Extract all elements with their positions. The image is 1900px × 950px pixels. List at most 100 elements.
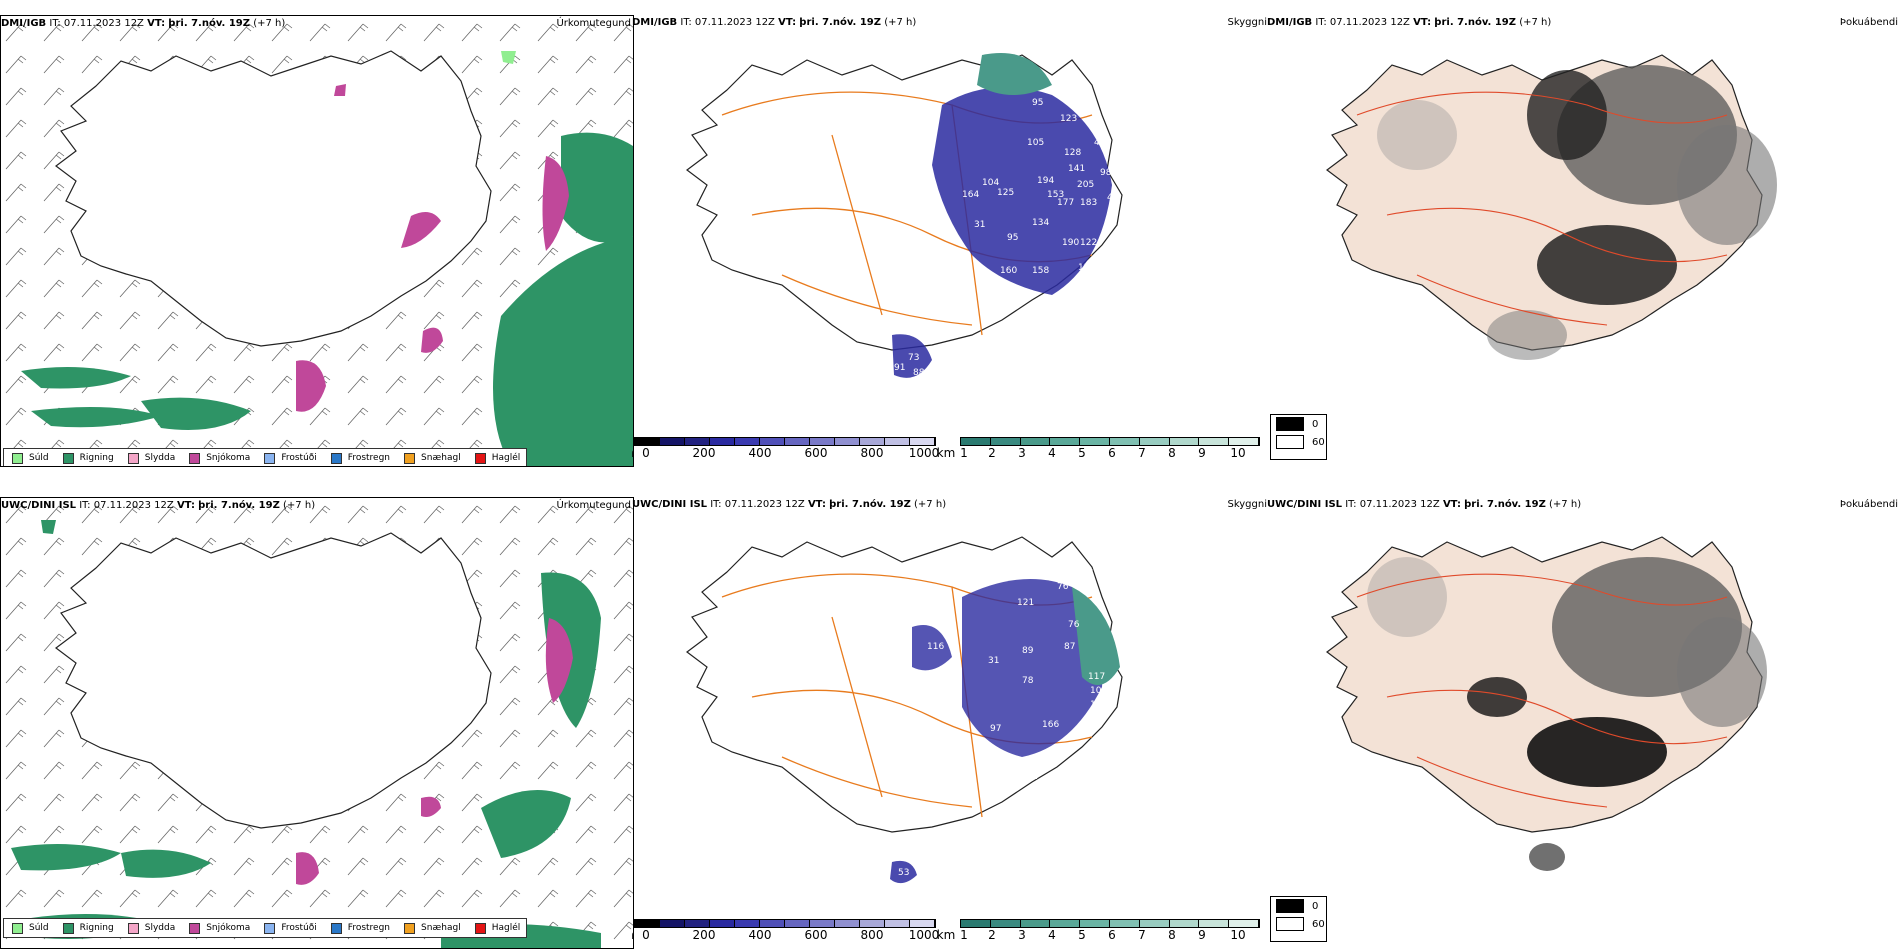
legend-swatch — [62, 452, 74, 464]
it-value: 07.11.2023 12Z — [93, 500, 174, 511]
model-name: UWC/DINI ISL — [1267, 499, 1343, 510]
vis-value: 117 — [1088, 672, 1105, 682]
colorbar-tick: 9 — [1198, 446, 1206, 460]
fog-swatch — [1276, 899, 1304, 913]
legend-item: Slydda — [127, 922, 175, 934]
it-label: IT: — [1315, 17, 1327, 28]
legend-label: Frostregn — [347, 923, 391, 933]
vis-value: 78 — [1022, 676, 1034, 686]
legend-swatch — [404, 452, 416, 464]
vis-value: 121 — [1017, 598, 1034, 608]
vis-value: 23 — [1082, 568, 1093, 578]
vt-label: VT: — [176, 500, 195, 511]
panel-title: Úrkomutegund — [556, 500, 631, 511]
visibility-map: 76 23 121 76 116 89 87 78 117 104 116 97… — [686, 536, 1123, 884]
model-name: UWC/DINI ISL — [1, 500, 77, 511]
it-label: IT: — [1345, 499, 1357, 510]
colorbar-tick: 0 — [642, 446, 650, 460]
colorbar-tick: 600 — [804, 928, 828, 942]
lead-time: (+7 h) — [914, 499, 947, 510]
legend-label: Snæhagl — [421, 923, 461, 933]
vis-value: 88 — [913, 368, 925, 378]
visibility-panel-dmi: 123 105 95 128 49 141 98 104 125 164 194… — [632, 15, 1267, 465]
legend-swatch — [404, 922, 416, 934]
colorbar-tick: 6 — [1108, 928, 1116, 942]
panel-header: DMI/IGB IT: 07.11.2023 12Z VT: þri. 7.nó… — [632, 17, 916, 28]
vis-value: 95 — [1032, 98, 1043, 108]
colorbar-tick: 0 — [642, 928, 650, 942]
vt-value: þri. 7.nóv. 19Z — [168, 18, 250, 29]
it-value: 07.11.2023 12Z — [1329, 17, 1410, 28]
vis-value: 108 — [1100, 248, 1117, 258]
vis-value: 47 — [1107, 193, 1118, 203]
panel-header: UWC/DINI ISL IT: 07.11.2023 12Z VT: þri.… — [632, 499, 946, 510]
colorbar-tick: 10 — [1230, 928, 1246, 942]
colorbar-tick: 400 — [748, 446, 772, 460]
colorbar-tick: 5 — [1078, 446, 1086, 460]
legend-item: Slydda — [127, 452, 175, 464]
it-label: IT: — [710, 499, 722, 510]
precip-map — [1, 16, 633, 466]
fog-legend-item: 0 — [1271, 897, 1326, 915]
model-name: UWC/DINI ISL — [632, 499, 708, 510]
vt-value: þri. 7.nóv. 19Z — [829, 499, 911, 510]
precip-legend: Súld Rigning Slydda Snjókoma Frostúði Fr… — [3, 448, 528, 466]
colorbar-unit: m — [632, 928, 634, 942]
vis-value: 166 — [1042, 720, 1059, 730]
colorbar-tick: 2 — [988, 446, 996, 460]
colorbar-tick: 3 — [1018, 446, 1026, 460]
fog-legend-label: 0 — [1312, 900, 1319, 912]
legend-label: Haglél — [491, 923, 521, 933]
vis-value: 105 — [1027, 138, 1044, 148]
panel-title: Þokuábendi — [1839, 17, 1898, 28]
panel-title: Þokuábendi — [1839, 499, 1898, 510]
legend-swatch — [62, 922, 74, 934]
legend-item: Frostregn — [330, 922, 391, 934]
precip-panel-dmi: DMI/IGB IT: 07.11.2023 12Z VT: þri. 7.nó… — [0, 15, 634, 467]
legend-swatch — [330, 922, 342, 934]
colorbar-ramp — [634, 919, 936, 928]
vt-label: VT: — [1413, 17, 1432, 28]
vis-value: 76 — [1057, 582, 1069, 592]
vis-value: 104 — [1090, 686, 1107, 696]
fog-legend: 0 60 — [1270, 896, 1327, 942]
lead-time: (+7 h) — [1519, 17, 1552, 28]
legend-swatch — [264, 452, 276, 464]
fog-legend-label: 0 — [1312, 418, 1319, 430]
vis-value: 177 — [1057, 198, 1074, 208]
legend-label: Haglél — [491, 453, 521, 463]
legend-item: Súld — [12, 452, 49, 464]
legend-item: Súld — [12, 922, 49, 934]
legend-label: Snæhagl — [421, 453, 461, 463]
panel-header: DMI/IGB IT: 07.11.2023 12Z VT: þri. 7.nó… — [1267, 17, 1551, 28]
colorbar-tick: 6 — [1108, 446, 1116, 460]
fog-areas — [1367, 557, 1767, 871]
vis-value: 116 — [927, 642, 944, 652]
colorbar-unit: m — [632, 446, 634, 460]
fog-legend-item: 60 — [1271, 433, 1326, 451]
vis-value: 122 — [1080, 238, 1097, 248]
legend-swatch — [189, 452, 201, 464]
legend-swatch — [12, 922, 23, 934]
colorbar-tick: 8 — [1168, 446, 1176, 460]
visibility-value-labels: 76 23 121 76 116 89 87 78 117 104 116 97… — [898, 568, 1107, 878]
fog-legend-item: 0 — [1271, 415, 1326, 433]
rain-areas — [21, 51, 633, 466]
snow-areas — [296, 84, 569, 412]
colorbar-tick: 7 — [1138, 446, 1146, 460]
fog-legend: 0 60 — [1270, 414, 1327, 460]
vis-value: 158 — [1032, 266, 1049, 276]
lead-time: (+7 h) — [884, 17, 917, 28]
it-value: 07.11.2023 12Z — [724, 499, 805, 510]
legend-label: Súld — [29, 453, 49, 463]
vt-label: VT: — [807, 499, 826, 510]
it-label: IT: — [49, 18, 61, 29]
legend-item: Frostúði — [264, 452, 317, 464]
colorbar-tick: 200 — [692, 446, 716, 460]
fog-swatch — [1276, 417, 1304, 431]
vt-label: VT: — [1442, 499, 1461, 510]
legend-item: Snæhagl — [404, 922, 461, 934]
legend-label: Frostregn — [347, 453, 391, 463]
vis-value: 84 — [1027, 772, 1039, 782]
panel-header: UWC/DINI ISL IT: 07.11.2023 12Z VT: þri.… — [1267, 499, 1581, 510]
